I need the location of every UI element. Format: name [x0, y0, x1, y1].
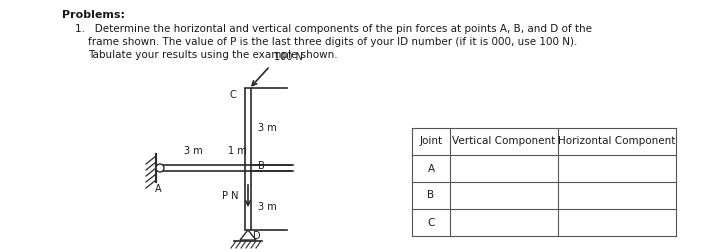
- Text: C: C: [229, 90, 236, 100]
- Text: Horizontal Component: Horizontal Component: [558, 137, 675, 146]
- Text: B: B: [258, 161, 264, 171]
- Text: P N: P N: [222, 191, 238, 201]
- Text: 1 m: 1 m: [228, 146, 247, 156]
- Text: B: B: [427, 191, 434, 201]
- Text: 3 m: 3 m: [183, 146, 203, 156]
- Text: 1.   Determine the horizontal and vertical components of the pin forces at point: 1. Determine the horizontal and vertical…: [75, 24, 592, 34]
- Text: Vertical Component: Vertical Component: [452, 137, 555, 146]
- Text: C: C: [427, 217, 434, 228]
- Circle shape: [156, 164, 164, 172]
- Text: D: D: [253, 231, 261, 241]
- Text: Problems:: Problems:: [62, 10, 125, 20]
- Text: A: A: [155, 184, 161, 194]
- Text: Tabulate your results using the example shown.: Tabulate your results using the example …: [88, 50, 338, 60]
- Text: 3 m: 3 m: [258, 202, 277, 212]
- Text: 3 m: 3 m: [258, 123, 277, 133]
- Text: Joint: Joint: [419, 137, 442, 146]
- Text: A: A: [427, 164, 434, 173]
- Text: 100 N: 100 N: [274, 52, 303, 62]
- Text: frame shown. The value of P is the last three digits of your ID number (if it is: frame shown. The value of P is the last …: [88, 37, 577, 47]
